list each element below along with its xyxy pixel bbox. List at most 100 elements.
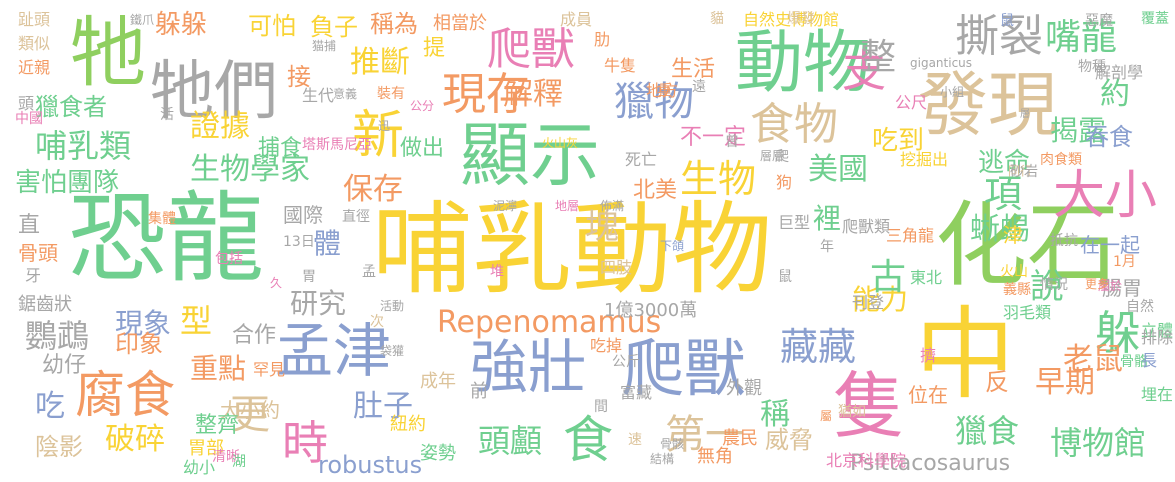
cloud-word: 逃命: [978, 148, 1031, 178]
cloud-word: 國際: [283, 203, 323, 227]
cloud-word: 成年: [420, 371, 456, 392]
cloud-word: 義縣: [1003, 282, 1031, 298]
cloud-word: 物種: [1078, 59, 1106, 75]
cloud-word: 覆蓋: [1141, 11, 1169, 27]
cloud-word: 破碎: [105, 422, 165, 457]
cloud-word: 孟津: [275, 317, 392, 385]
cloud-word: 包括: [215, 251, 243, 267]
cloud-word: 負子: [310, 13, 358, 41]
cloud-word: 意義: [333, 87, 358, 101]
cloud-word: 吃掉: [590, 336, 623, 355]
cloud-word: 間: [594, 399, 608, 415]
cloud-word: 貓: [710, 11, 724, 27]
cloud-word: 前: [470, 381, 488, 402]
cloud-word: 紐約: [390, 414, 426, 435]
cloud-word: 威脅: [765, 426, 813, 454]
cloud-word: 爬: [775, 149, 789, 165]
cloud-word: 層: [1020, 109, 1030, 120]
cloud-word: 胃: [302, 269, 316, 285]
cloud-word: 獵食者: [35, 93, 107, 121]
cloud-word: 湖: [232, 454, 246, 470]
cloud-word: 鼠: [778, 269, 792, 285]
cloud-word: 牙: [25, 266, 42, 285]
cloud-word: 死亡: [625, 150, 658, 169]
cloud-word: 層層: [760, 149, 785, 163]
cloud-word: 腐食: [75, 366, 175, 424]
cloud-word: 肚子: [353, 389, 413, 424]
cloud-word: 獵物: [614, 79, 694, 125]
cloud-word: 不一定: [680, 125, 747, 150]
cloud-word: 型: [180, 302, 213, 340]
cloud-word: 結構: [650, 452, 675, 466]
cloud-word: 骨頭: [18, 241, 58, 265]
cloud-word: 公分: [410, 99, 435, 113]
cloud-word: 肉食類: [1040, 152, 1082, 168]
cloud-word: 塊: [585, 207, 619, 247]
cloud-word: 生物: [680, 157, 757, 201]
cloud-word: 強壯: [470, 333, 587, 401]
cloud-word: 第一: [665, 412, 745, 458]
cloud-word: 陰影: [35, 433, 83, 461]
cloud-word: 活動: [380, 299, 405, 313]
cloud-word: 迅: [378, 119, 391, 133]
cloud-word: 時: [282, 416, 328, 470]
cloud-word: 保存: [343, 172, 403, 207]
cloud-word: 早期: [1035, 365, 1095, 400]
cloud-word: 吃: [35, 389, 65, 424]
cloud-word: 重點: [190, 352, 247, 385]
cloud-word: 直徑: [342, 209, 370, 225]
cloud-word: 支: [842, 46, 886, 97]
cloud-word: 做出: [400, 136, 445, 161]
cloud-word: 幼小: [183, 458, 216, 477]
cloud-word: 撕裂: [955, 11, 1043, 62]
cloud-word: 能力: [852, 283, 909, 316]
cloud-word: 研究: [290, 287, 347, 320]
cloud-word: 嘴龍: [1045, 17, 1118, 58]
cloud-word: 自然: [1126, 299, 1154, 315]
cloud-word: 類似: [18, 34, 51, 53]
cloud-word: 北美: [633, 178, 678, 203]
cloud-word: 鸚鵡: [25, 317, 90, 355]
cloud-word: 立體: [1140, 321, 1173, 340]
cloud-word: 顯示: [460, 114, 600, 196]
cloud-word: 猶如: [838, 404, 866, 420]
cloud-word: 近親: [18, 58, 51, 77]
cloud-word: 發現: [918, 64, 1058, 146]
cloud-word: 刊登: [852, 293, 885, 312]
cloud-word: 頭: [18, 94, 35, 113]
cloud-word: 生物學家: [190, 152, 310, 187]
cloud-word: 清晰: [212, 449, 240, 465]
cloud-word: 哺乳類: [35, 127, 132, 165]
cloud-word: 項: [984, 172, 1023, 216]
cloud-word: 活: [160, 107, 174, 123]
cloud-word: 埋在: [1140, 385, 1173, 404]
cloud-word: 重: [658, 83, 672, 99]
cloud-word: 美國: [808, 152, 868, 187]
cloud-word: 幼仔: [42, 353, 87, 378]
cloud-word: 裡: [813, 202, 842, 235]
cloud-word: 哺乳動物: [372, 191, 772, 308]
cloud-word: 佈滿: [600, 199, 625, 213]
cloud-word: 食物: [750, 99, 838, 150]
cloud-word: 排除: [1140, 328, 1173, 347]
cloud-word: 津: [1003, 223, 1023, 247]
cloud-word: 久: [270, 276, 283, 290]
cloud-word: 情況: [1040, 277, 1068, 293]
cloud-word: 恐龍: [68, 182, 265, 296]
cloud-word: 更: [230, 392, 270, 438]
cloud-word: 更多: [1085, 277, 1110, 291]
cloud-word: 外觀: [726, 378, 762, 399]
cloud-word: 反: [985, 368, 1009, 396]
cloud-word: 牛隻: [604, 56, 637, 75]
cloud-word: 農民: [722, 428, 758, 449]
cloud-word: 無角: [697, 446, 733, 467]
cloud-word: 接: [287, 63, 311, 91]
cloud-word: 古: [870, 257, 907, 298]
cloud-word: Psittacosaurus: [850, 451, 1011, 476]
cloud-word: 趾頭: [18, 10, 51, 29]
cloud-word: 捕食: [258, 136, 303, 161]
cloud-word: 猫捕: [312, 39, 337, 53]
cloud-word: 體: [313, 227, 342, 260]
cloud-word: 成員: [560, 10, 593, 29]
